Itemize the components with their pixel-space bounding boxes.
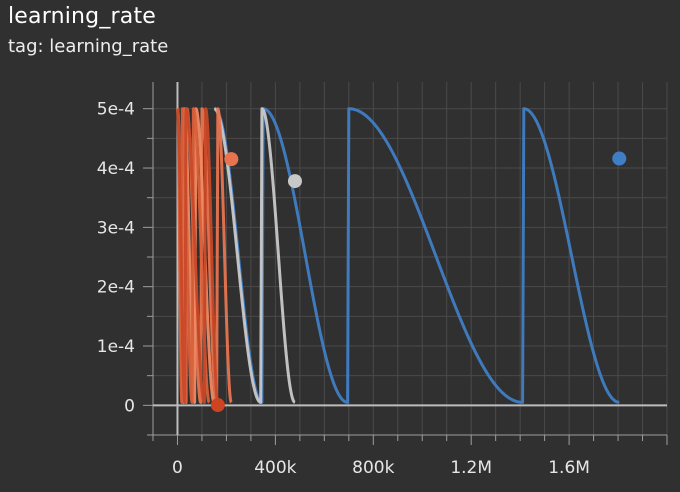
x-tick-label: 1.6M <box>548 458 590 478</box>
series-line <box>213 107 296 404</box>
x-tick-label: 400k <box>254 458 296 478</box>
chart-subtitle: tag: learning_rate <box>8 36 169 57</box>
series-line <box>176 107 220 404</box>
series-layer <box>176 107 627 413</box>
x-tick-label: 1.2M <box>450 458 492 478</box>
y-tick-label: 0 <box>124 396 135 416</box>
axis-layer <box>143 82 668 445</box>
y-tick-label: 3e-4 <box>97 218 135 238</box>
series-end-marker <box>612 151 627 166</box>
y-tick-label: 5e-4 <box>97 100 135 120</box>
x-tick-label: 0 <box>172 458 183 478</box>
x-tick-label: 800k <box>352 458 394 478</box>
series-end-marker <box>224 152 239 167</box>
chart-title: learning_rate <box>8 4 157 29</box>
y-tick-label: 1e-4 <box>97 337 135 357</box>
series-end-marker <box>210 398 225 413</box>
series-end-marker <box>287 174 302 189</box>
y-tick-label: 4e-4 <box>97 159 135 179</box>
y-tick-label: 2e-4 <box>97 278 135 298</box>
label-layer: 0 400k 800k 1.2M 1.6M 0 1e-4 2e-4 3e-4 4e-4 5e-4 <box>97 100 590 478</box>
